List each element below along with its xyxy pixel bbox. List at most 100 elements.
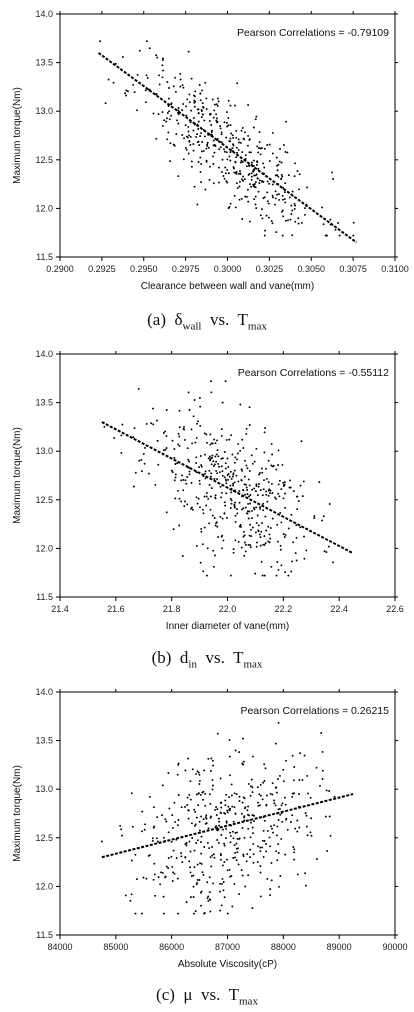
scatter-point	[216, 808, 219, 811]
scatter-point	[277, 721, 280, 724]
scatter-point	[309, 796, 312, 799]
scatter-point	[234, 856, 236, 859]
scatter-point	[218, 465, 221, 468]
scatter-point	[183, 425, 185, 428]
scatter-point	[274, 203, 276, 206]
scatter-point	[233, 806, 236, 809]
scatter-point	[277, 568, 280, 571]
scatter-point	[284, 853, 287, 856]
scatter-point	[225, 121, 228, 124]
scatter-point	[203, 495, 206, 498]
scatter-point	[244, 806, 247, 809]
regression-line	[101, 421, 354, 555]
caption-prefix: (c)	[156, 985, 175, 1004]
scatter-point	[162, 69, 164, 72]
scatter-point	[261, 846, 264, 849]
scatter-point	[277, 449, 280, 452]
scatter-point	[234, 104, 236, 107]
scatter-point	[260, 208, 263, 211]
scatter-point	[255, 545, 258, 548]
scatter-point	[280, 564, 283, 567]
scatter-point	[204, 477, 207, 480]
scatter-point	[136, 73, 139, 76]
scatter-point	[325, 789, 328, 792]
scatter-point	[120, 434, 123, 437]
scatter-point	[220, 428, 223, 431]
scatter-point	[298, 779, 301, 781]
y-tick-label: 13.5	[35, 398, 53, 408]
scatter-point	[247, 827, 250, 830]
scatter-point	[241, 438, 244, 441]
scatter-point	[224, 812, 227, 815]
x-tick-label: 0.2950	[130, 264, 158, 274]
scatter-point	[234, 851, 237, 854]
scatter-point	[163, 119, 166, 122]
scatter-point	[250, 185, 253, 188]
scatter-point	[256, 861, 259, 863]
scatter-point	[272, 831, 274, 834]
scatter-point	[222, 828, 224, 831]
scatter-point	[227, 472, 230, 475]
scatter-point	[229, 124, 232, 127]
scatter-point	[198, 466, 201, 469]
scatter-point	[257, 190, 260, 193]
scatter-point	[196, 878, 199, 881]
scatter-point	[272, 196, 274, 199]
scatter-point	[226, 158, 229, 161]
x-tick-label: 89000	[327, 942, 352, 952]
scatter-point	[267, 540, 270, 543]
y-tick-label: 12.5	[35, 155, 53, 165]
scatter-point	[253, 198, 256, 201]
scatter-point	[189, 871, 192, 874]
scatter-point	[191, 837, 194, 839]
scatter-point	[175, 857, 178, 860]
scatter-point	[200, 110, 203, 112]
scatter-point	[203, 526, 206, 529]
scatter-point	[262, 502, 265, 505]
scatter-point	[226, 809, 229, 812]
scatter-point	[187, 809, 190, 812]
scatter-point	[327, 545, 330, 548]
plot-frame	[59, 691, 396, 936]
scatter-point	[140, 470, 143, 473]
scatter-point	[190, 77, 193, 80]
scatter-point	[200, 181, 203, 184]
scatter-point	[173, 479, 176, 482]
scatter-point	[315, 858, 318, 861]
scatter-point	[278, 808, 281, 810]
scatter-point	[249, 856, 251, 859]
scatter-point	[276, 193, 279, 196]
scatter-point	[237, 172, 240, 175]
scatter-point	[134, 471, 137, 474]
scatter-point	[229, 807, 232, 810]
scatter-point	[280, 521, 283, 524]
scatter-point	[246, 489, 249, 491]
scatter-point	[208, 178, 211, 181]
scatter-point	[188, 140, 191, 143]
x-tick-label: 0.3000	[214, 264, 242, 274]
scatter-point	[246, 467, 249, 470]
scatter-point	[251, 907, 254, 910]
scatter-point	[230, 875, 233, 877]
scatter-point	[284, 151, 287, 153]
scatter-point	[254, 118, 257, 121]
scatter-point	[281, 820, 284, 823]
scatter-point	[204, 816, 207, 819]
scatter-point	[228, 475, 231, 478]
scatter-point	[203, 911, 206, 914]
scatter-point	[216, 439, 218, 442]
scatter-point	[271, 183, 274, 186]
scatter-point	[329, 218, 332, 221]
scatter-point	[198, 144, 201, 147]
scatter-point	[313, 515, 316, 518]
scatter-point	[199, 561, 202, 564]
scatter-point	[265, 214, 268, 217]
scatter-point	[200, 530, 203, 533]
scatter-point	[171, 471, 174, 474]
scatter-point	[239, 161, 242, 164]
scatter-point	[274, 197, 277, 200]
scatter-point	[265, 803, 268, 806]
scatter-point	[261, 217, 264, 220]
scatter-point	[255, 164, 258, 166]
scatter-point	[282, 481, 285, 484]
